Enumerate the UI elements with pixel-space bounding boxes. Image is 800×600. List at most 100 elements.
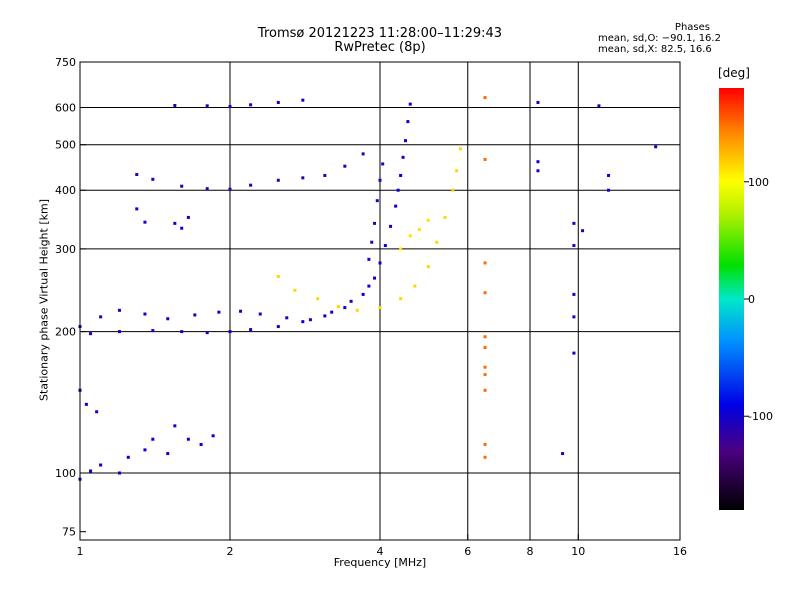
echo-point xyxy=(403,139,407,143)
echo-point xyxy=(166,452,170,456)
echo-point xyxy=(367,284,371,288)
echo-point xyxy=(654,145,658,149)
echo-point xyxy=(180,330,184,334)
echo-point xyxy=(343,306,347,310)
echo-point xyxy=(378,306,382,310)
echo-point xyxy=(483,388,487,392)
phase-stats-heading: Phases xyxy=(674,22,710,33)
echo-point xyxy=(151,177,155,181)
echo-point xyxy=(375,199,379,203)
echo-point xyxy=(117,308,121,312)
y-tick-label: 500 xyxy=(55,139,76,152)
echo-point xyxy=(399,297,403,301)
echo-point xyxy=(483,373,487,377)
chart-title: Tromsø 20121223 11:28:00–11:29:43 xyxy=(257,26,503,41)
colorbar-tick-label: 100 xyxy=(748,176,769,189)
echo-point xyxy=(394,204,398,208)
echo-point xyxy=(536,160,540,164)
echo-point xyxy=(483,442,487,446)
echo-point xyxy=(455,169,459,173)
echo-point xyxy=(483,158,487,162)
echo-point xyxy=(276,178,280,182)
y-tick-label: 750 xyxy=(55,56,76,69)
echo-point xyxy=(483,365,487,369)
echo-point xyxy=(301,320,305,324)
echo-point xyxy=(451,188,455,192)
echo-point xyxy=(99,463,103,467)
echo-point xyxy=(193,313,197,317)
x-tick-label: 10 xyxy=(571,545,585,558)
colorbar-ticks: 100 0 -100 xyxy=(744,176,773,423)
echo-point xyxy=(228,187,232,191)
echo-point xyxy=(301,98,305,102)
echo-point xyxy=(361,292,365,296)
echo-point xyxy=(323,314,327,318)
echo-point xyxy=(413,284,417,288)
echo-point xyxy=(483,96,487,100)
echo-point xyxy=(143,448,147,452)
echo-point xyxy=(483,346,487,350)
echo-point xyxy=(217,310,221,314)
echo-point xyxy=(211,434,215,438)
plot-axes: 1 2 4 6 8 10 16 75 100 200 300 400 500 600 750 xyxy=(55,56,687,558)
echo-point xyxy=(536,169,540,173)
echo-point xyxy=(399,247,403,251)
echo-point xyxy=(426,218,430,222)
echo-point xyxy=(293,288,297,292)
y-tick-label: 75 xyxy=(62,526,76,539)
echo-point xyxy=(373,221,377,225)
colorbar-unit-label: [deg] xyxy=(718,66,750,80)
echo-point xyxy=(205,104,209,108)
echo-point xyxy=(536,100,540,104)
echo-point xyxy=(199,442,203,446)
chart-subtitle: RwPretec (8p) xyxy=(334,40,426,55)
echo-point xyxy=(205,331,209,335)
echo-point xyxy=(89,332,93,336)
echo-point xyxy=(205,187,209,191)
echo-point xyxy=(483,291,487,295)
echo-point xyxy=(396,188,400,192)
echo-point xyxy=(135,207,139,211)
echo-point xyxy=(239,309,243,313)
echo-point xyxy=(276,325,280,329)
x-tick-label: 8 xyxy=(527,545,534,558)
echo-point xyxy=(607,188,611,192)
y-tick-label: 400 xyxy=(55,184,76,197)
echo-point xyxy=(378,178,382,182)
plot-grid xyxy=(80,62,680,540)
echo-point xyxy=(343,164,347,168)
phase-stats-o-mode: mean, sd,O: −90.1, 16.2 xyxy=(598,33,721,44)
echo-point xyxy=(180,226,184,230)
echo-point xyxy=(408,102,412,106)
echo-point xyxy=(572,244,576,248)
y-tick-label: 100 xyxy=(55,467,76,480)
colorbar xyxy=(719,88,744,510)
echo-point xyxy=(561,452,565,456)
echo-point xyxy=(249,183,253,187)
echo-point xyxy=(117,330,121,334)
colorbar-tick-label: 0 xyxy=(748,293,755,306)
echo-point xyxy=(135,173,139,177)
echo-point xyxy=(186,437,190,441)
echo-point xyxy=(336,305,340,309)
x-tick-label: 4 xyxy=(377,545,384,558)
echo-point xyxy=(228,330,232,334)
echo-point xyxy=(458,147,462,151)
echo-point xyxy=(151,329,155,333)
echo-point xyxy=(186,215,190,219)
echo-point xyxy=(417,227,421,231)
echo-point xyxy=(301,176,305,180)
echo-point xyxy=(308,318,312,322)
echo-point xyxy=(323,173,327,177)
echo-point xyxy=(249,103,253,107)
echo-point xyxy=(228,104,232,108)
echo-point xyxy=(89,469,93,473)
echo-point xyxy=(249,328,253,332)
echo-point xyxy=(99,315,103,319)
echo-point xyxy=(285,316,289,320)
echo-point xyxy=(581,229,585,233)
echo-point xyxy=(389,224,393,228)
x-tick-label: 2 xyxy=(227,545,234,558)
echo-point xyxy=(483,261,487,265)
